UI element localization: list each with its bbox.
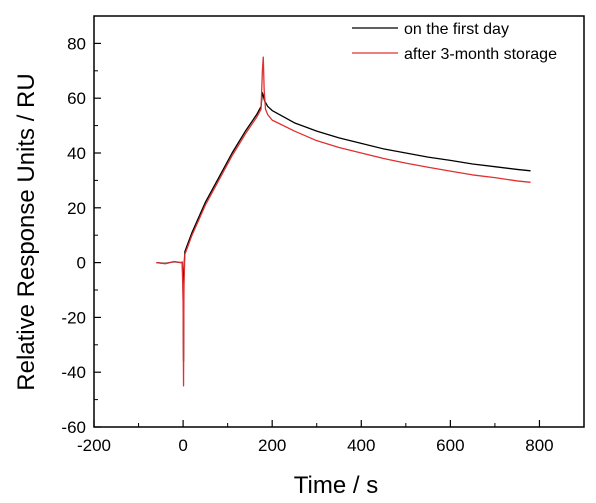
y-tick-label: -40 xyxy=(61,363,86,382)
y-axis-label: Relative Response Units / RU xyxy=(13,73,40,390)
legend-label-1: on the first day xyxy=(404,21,509,38)
series-line-2 xyxy=(156,56,531,387)
y-tick-label: 20 xyxy=(67,199,86,218)
y-tick-label: 0 xyxy=(77,254,86,273)
y-tick-label: 60 xyxy=(67,89,86,108)
x-axis-label: Time / s xyxy=(294,472,378,499)
series-line-1 xyxy=(156,92,531,362)
plot-frame xyxy=(93,15,585,428)
x-tick-label: 400 xyxy=(347,436,375,455)
y-tick-label: -20 xyxy=(61,308,86,327)
x-tick-label: -200 xyxy=(77,436,111,455)
x-tick-label: 600 xyxy=(436,436,464,455)
x-tick-label: 800 xyxy=(525,436,553,455)
x-tick-label: 0 xyxy=(178,436,187,455)
y-tick-label: -60 xyxy=(61,418,86,437)
y-tick-label: 40 xyxy=(67,144,86,163)
legend-label-2: after 3-month storage xyxy=(404,46,557,63)
y-tick-label: 80 xyxy=(67,34,86,53)
x-tick-label: 200 xyxy=(258,436,286,455)
